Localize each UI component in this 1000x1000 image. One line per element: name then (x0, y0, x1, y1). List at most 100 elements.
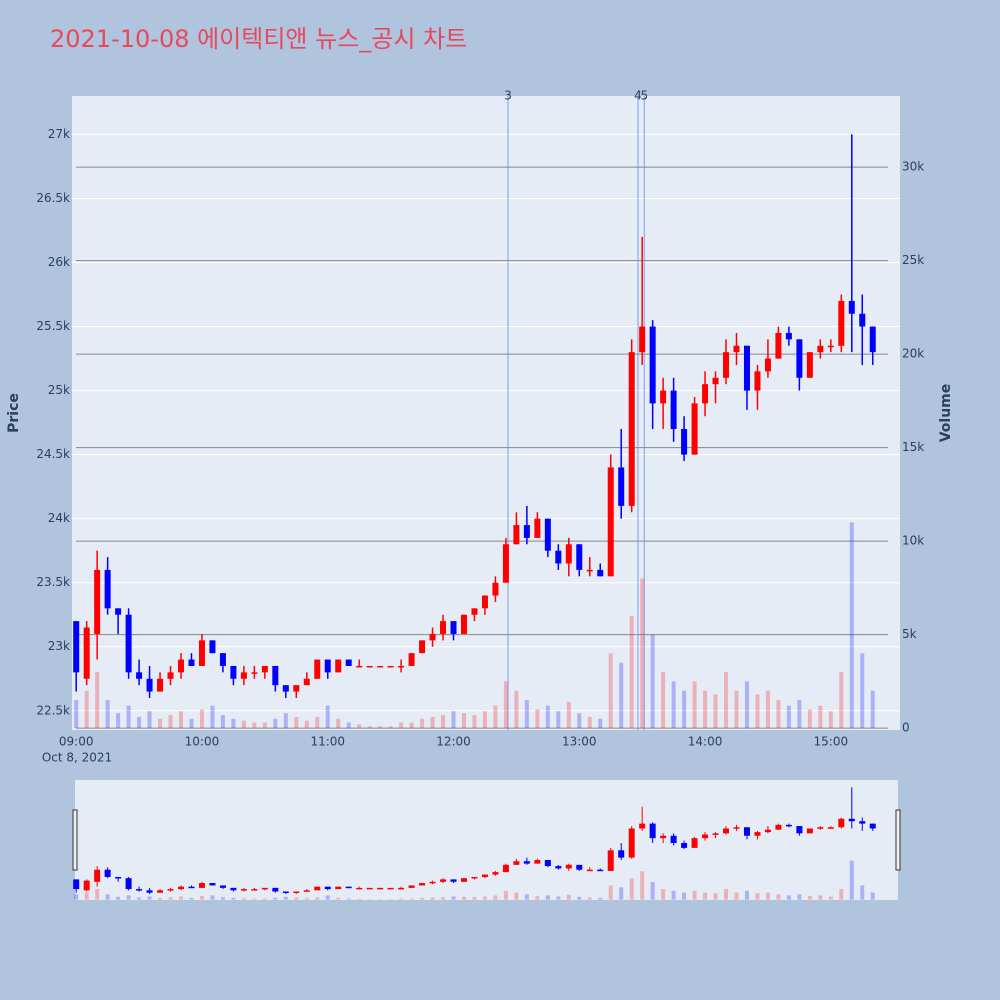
mini-candle-body (178, 886, 185, 890)
mini-candle-body (597, 869, 604, 872)
mini-volume-bar (682, 892, 687, 900)
mini-candle-body (251, 889, 258, 891)
mini-volume-bar (315, 897, 320, 900)
mini-volume-bar (441, 897, 446, 900)
volume-bar (231, 718, 236, 729)
mini-volume-bar (608, 885, 613, 900)
mini-candle-body (230, 887, 237, 891)
volume-bar (514, 690, 519, 729)
candle-body (754, 371, 761, 391)
mini-volume-bar (346, 898, 351, 900)
mini-candle-body (639, 823, 646, 829)
candle-body (146, 678, 153, 692)
mini-candle-body (167, 889, 174, 891)
candle-body (293, 685, 300, 692)
mini-candle-body (460, 878, 467, 882)
candle-body (471, 608, 478, 615)
volume-bar (619, 662, 624, 729)
mini-volume-bar (514, 892, 519, 900)
y-tick-label: 26.5k (36, 191, 70, 205)
mini-volume-bar (807, 896, 812, 900)
candle-body (513, 525, 520, 545)
mini-volume-bar (765, 892, 770, 900)
mini-volume-bar (503, 890, 508, 900)
volume-bar (252, 722, 257, 729)
y-tick-label: 24k (48, 511, 70, 525)
mini-volume-bar (357, 898, 362, 900)
mini-candle-body (681, 843, 688, 848)
candle-body (440, 621, 447, 634)
volume-bar (776, 700, 781, 729)
volume-bar (870, 690, 875, 729)
mini-volume-bar (74, 894, 79, 900)
volume-bar (126, 705, 131, 729)
volume-bar (315, 716, 320, 729)
y-tick-label: 23k (48, 639, 70, 653)
mini-volume-bar (556, 896, 561, 900)
mini-volume-bar (241, 898, 246, 900)
volume-bar (860, 653, 865, 729)
mini-candle-body (136, 889, 143, 891)
mini-volume-bar (137, 897, 142, 900)
mini-volume-bar (598, 897, 603, 900)
volume-bar (661, 672, 666, 729)
mini-candle-body (817, 827, 824, 829)
volume-bar (210, 705, 215, 729)
volume-bar (399, 722, 404, 729)
mini-candle-body (293, 891, 300, 894)
volume-bar (577, 713, 582, 729)
mini-volume-bar (273, 897, 278, 900)
mini-volume-bar (210, 895, 215, 900)
volume-bar (786, 705, 791, 729)
mini-volume-bar (493, 895, 498, 900)
mini-volume-bar (179, 896, 184, 900)
mini-candle-body (502, 864, 509, 873)
mini-volume-bar (755, 893, 760, 900)
mini-volume-bar (168, 897, 173, 900)
mini-candle-body (303, 890, 310, 892)
mini-candle-body (398, 887, 405, 890)
candle-body (94, 569, 101, 634)
candle-body (73, 621, 80, 673)
volume-bar (524, 700, 529, 729)
y2-axis-title: Volume (938, 384, 954, 443)
mini-volume-bar (650, 881, 655, 900)
volume-bar (482, 711, 487, 729)
mini-volume-bar (84, 892, 89, 900)
mini-volume-bar (577, 896, 582, 900)
mini-candle-body (314, 886, 321, 891)
mini-candle-body (869, 823, 876, 829)
x-tick-label: 15:00 (814, 735, 849, 749)
candle-body (639, 326, 646, 353)
mini-volume-bar (535, 896, 540, 900)
mini-candle-body (859, 821, 866, 824)
annotation-label: 5 (640, 89, 648, 103)
candle-body (240, 672, 247, 679)
candle-body (785, 332, 792, 340)
mini-candle-body (73, 879, 80, 890)
mini-volume-bar (786, 895, 791, 900)
mini-volume-bar (304, 898, 309, 900)
volume-bar (461, 713, 466, 729)
mini-volume-bar (640, 871, 645, 900)
volume-bar (273, 718, 278, 729)
volume-bar (441, 715, 446, 729)
mini-candle-body (660, 835, 667, 839)
mini-volume-bar (524, 894, 529, 900)
mini-candle-body (387, 887, 394, 890)
mini-volume-bar (95, 889, 100, 900)
y-tick-label: 24.5k (36, 447, 70, 461)
y2-tick-label: 10k (902, 534, 924, 548)
mini-volume-bar (776, 894, 781, 900)
volume-bar (566, 701, 571, 729)
candle-body (618, 467, 625, 506)
volume-bar (744, 681, 749, 729)
candle-body (502, 544, 509, 583)
candle-body (838, 300, 845, 346)
volume-bar (724, 672, 729, 729)
candle-body (681, 429, 688, 455)
candle-body (702, 384, 709, 404)
candle-body (366, 665, 373, 668)
mini-candle-body (345, 886, 352, 889)
volume-bar (147, 711, 152, 729)
